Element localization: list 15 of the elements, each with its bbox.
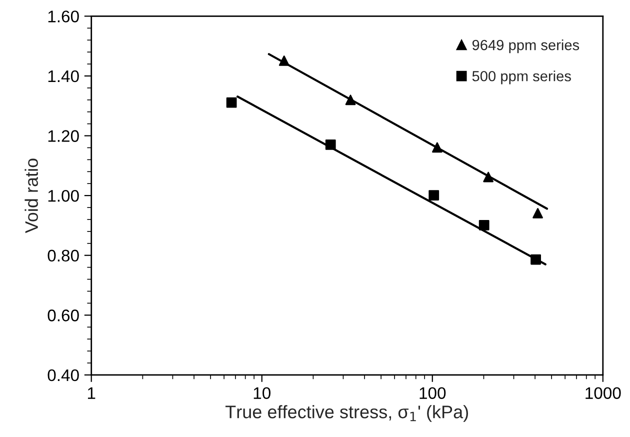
y-tick-label: 1.20 [48, 130, 79, 142]
y-tick-label: 0.80 [48, 250, 79, 262]
y-tick-label: 1.40 [48, 70, 79, 82]
x-tick-label: 1000 [586, 387, 621, 399]
legend-label: 500 ppm series [472, 70, 571, 84]
y-tick-label: 0.60 [48, 310, 79, 322]
x-tick-label: 10 [254, 387, 270, 399]
legend-label: 9649 ppm series [472, 40, 580, 54]
y-tick-label: 0.40 [48, 369, 79, 382]
y-axis-title: Void ratio [24, 158, 38, 234]
x-tick-label: 1 [88, 387, 96, 399]
x-tick-label: 100 [420, 387, 446, 399]
y-tick-label: 1.60 [48, 10, 79, 22]
x-axis-title: True effective stress, σ$_{1}$' (kPa) [225, 405, 468, 422]
y-tick-label: 1.00 [48, 190, 79, 202]
